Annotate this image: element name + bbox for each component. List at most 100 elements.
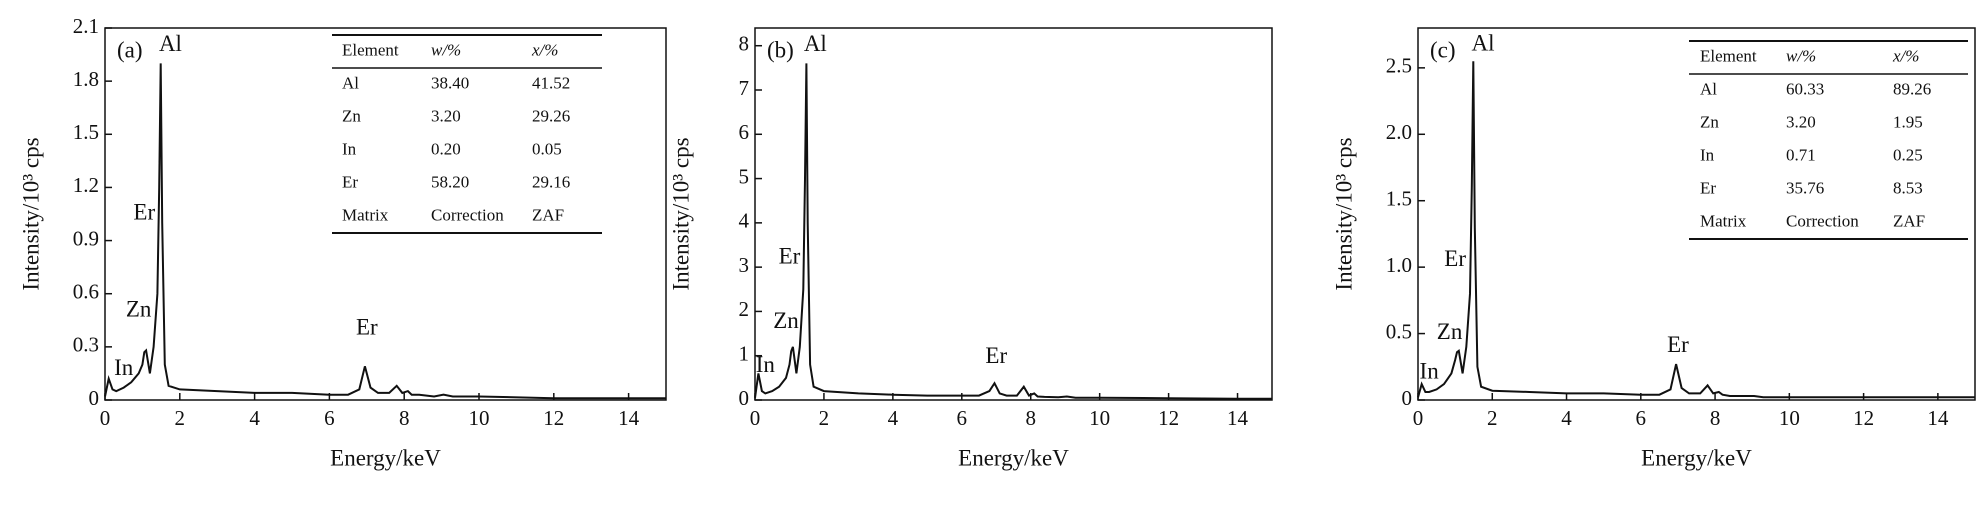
y-tick-label: 1.5 xyxy=(1386,187,1412,211)
x-axis-title: Energy/keV xyxy=(1641,445,1752,470)
table-cell: In xyxy=(1700,145,1715,164)
table-header: w/% xyxy=(431,40,461,59)
table-cell: 41.52 xyxy=(532,73,570,92)
peak-label: Er xyxy=(1667,332,1689,357)
table-cell: Matrix xyxy=(1700,211,1747,230)
y-tick-label: 2.5 xyxy=(1386,54,1412,78)
y-tick-label: 1 xyxy=(739,342,750,366)
y-axis-title: Intensity/10³ cps xyxy=(1331,137,1356,290)
table-cell: 60.33 xyxy=(1786,79,1824,98)
x-tick-label: 6 xyxy=(324,406,335,430)
table-cell: 58.20 xyxy=(431,172,469,191)
table-cell: Al xyxy=(342,73,359,92)
x-tick-label: 14 xyxy=(1227,406,1249,430)
panel-label: (a) xyxy=(117,37,143,62)
x-tick-label: 6 xyxy=(957,406,968,430)
x-tick-label: 10 xyxy=(1089,406,1110,430)
table-cell: 29.26 xyxy=(532,106,570,125)
x-tick-label: 0 xyxy=(100,406,111,430)
x-tick-label: 14 xyxy=(1927,406,1949,430)
table-header: x/% xyxy=(1892,46,1919,65)
peak-label: Al xyxy=(159,31,182,56)
y-tick-label: 7 xyxy=(739,76,750,100)
table-cell: ZAF xyxy=(532,205,564,224)
y-tick-label: 0 xyxy=(739,386,750,410)
x-tick-label: 6 xyxy=(1636,406,1647,430)
x-axis-title: Energy/keV xyxy=(330,445,441,470)
table-cell: 0.71 xyxy=(1786,145,1816,164)
y-tick-label: 0.3 xyxy=(73,333,99,357)
spectrum-line xyxy=(104,63,666,400)
plot-frame xyxy=(754,27,1273,401)
x-tick-label: 8 xyxy=(1025,406,1036,430)
y-tick-label: 0 xyxy=(89,386,100,410)
y-tick-label: 5 xyxy=(739,164,750,188)
x-tick-label: 10 xyxy=(469,406,490,430)
y-tick-label: 0.9 xyxy=(73,226,99,250)
peak-label: In xyxy=(1420,359,1440,384)
peak-label: Er xyxy=(1444,246,1466,271)
x-tick-label: 8 xyxy=(1710,406,1721,430)
x-tick-label: 2 xyxy=(819,406,830,430)
x-tick-label: 12 xyxy=(1853,406,1874,430)
table-cell: 0.25 xyxy=(1893,145,1923,164)
x-tick-label: 12 xyxy=(543,406,564,430)
x-tick-label: 4 xyxy=(249,406,260,430)
peak-label: Er xyxy=(133,199,155,224)
peak-label: Al xyxy=(804,31,827,56)
panel-label: (b) xyxy=(767,37,794,62)
y-tick-label: 0.5 xyxy=(1386,319,1412,343)
x-tick-label: 8 xyxy=(399,406,410,430)
table-cell: ZAF xyxy=(1893,211,1925,230)
peak-label: Er xyxy=(985,343,1007,368)
y-tick-label: 1.0 xyxy=(1386,253,1412,277)
peak-label: Er xyxy=(779,244,801,269)
table-cell: Er xyxy=(1700,178,1716,197)
table-cell: Er xyxy=(342,172,358,191)
y-tick-label: 1.8 xyxy=(73,67,99,91)
x-tick-label: 0 xyxy=(1413,406,1424,430)
y-tick-label: 4 xyxy=(739,209,750,233)
table-header: w/% xyxy=(1786,46,1816,65)
y-tick-label: 0.6 xyxy=(73,280,99,304)
x-tick-label: 12 xyxy=(1158,406,1179,430)
peak-label: Zn xyxy=(126,297,152,322)
plot-frame xyxy=(1417,27,1976,401)
y-tick-label: 1.5 xyxy=(73,120,99,144)
y-tick-label: 2 xyxy=(739,297,750,321)
peak-label: Er xyxy=(356,314,378,339)
y-axis-title: Intensity/10³ cps xyxy=(18,137,43,290)
table-cell: Matrix xyxy=(342,205,389,224)
x-tick-label: 2 xyxy=(175,406,186,430)
x-tick-label: 4 xyxy=(888,406,899,430)
peak-label: In xyxy=(756,352,776,377)
y-tick-label: 3 xyxy=(739,253,750,277)
table-header: x/% xyxy=(531,40,558,59)
x-tick-label: 4 xyxy=(1561,406,1572,430)
table-cell: Correction xyxy=(431,205,504,224)
x-tick-label: 0 xyxy=(750,406,761,430)
table-cell: 8.53 xyxy=(1893,178,1923,197)
table-cell: Zn xyxy=(1700,112,1719,131)
y-tick-label: 6 xyxy=(739,120,750,144)
spectrum-line xyxy=(754,63,1272,400)
panel-label: (c) xyxy=(1430,37,1456,62)
y-tick-label: 2.1 xyxy=(73,14,99,38)
y-tick-label: 8 xyxy=(739,32,750,56)
table-cell: 1.95 xyxy=(1893,112,1923,131)
spectrum-line xyxy=(1417,61,1975,399)
table-cell: 3.20 xyxy=(1786,112,1816,131)
table-header: Element xyxy=(1700,46,1757,65)
peak-label: Zn xyxy=(1437,319,1463,344)
y-tick-label: 1.2 xyxy=(73,173,99,197)
table-cell: 89.26 xyxy=(1893,79,1931,98)
plot-frame xyxy=(104,27,667,401)
table-cell: 0.20 xyxy=(431,139,461,158)
peak-label: Al xyxy=(1471,31,1494,56)
x-tick-label: 14 xyxy=(618,406,640,430)
table-cell: 0.05 xyxy=(532,139,562,158)
peak-label: In xyxy=(114,355,134,380)
x-tick-label: 10 xyxy=(1779,406,1800,430)
